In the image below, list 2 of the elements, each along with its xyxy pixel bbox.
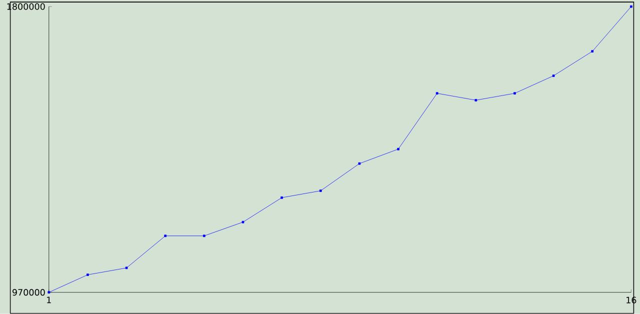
y-tick-label: 970000 [12, 289, 45, 296]
x-tick-label: 1 [47, 296, 51, 304]
